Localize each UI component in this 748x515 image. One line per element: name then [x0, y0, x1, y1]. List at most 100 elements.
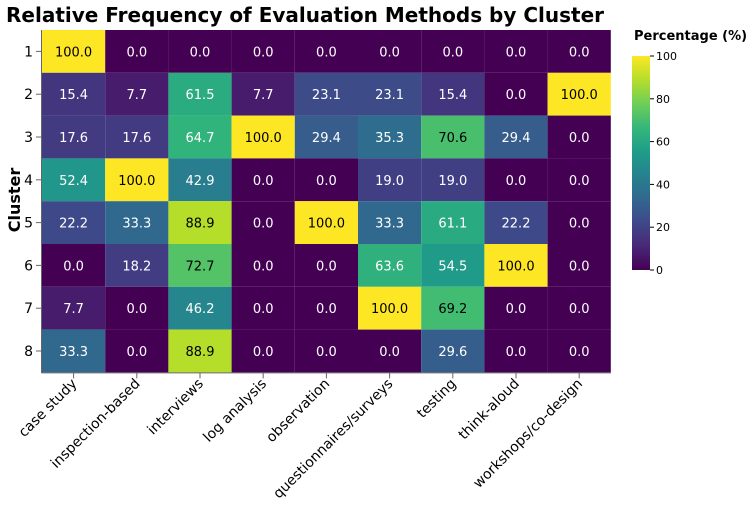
heatmap-cell [484, 329, 548, 373]
cell-value-label: 15.4 [59, 88, 88, 103]
cell-value-label: 0.0 [569, 131, 590, 146]
heatmap-cell [105, 72, 169, 116]
heatmap-cell [547, 329, 611, 373]
cell-value-label: 0.0 [126, 302, 147, 317]
heatmap-cell [231, 72, 295, 116]
heatmap-cell [547, 286, 611, 330]
cell-value-label: 0.0 [253, 259, 274, 274]
cell-value-label: 0.0 [379, 45, 400, 60]
cell-value-label: 0.0 [506, 88, 527, 103]
colorbar-legend: Percentage (%) 0 20 40 60 80 100 [632, 29, 747, 277]
heatmap-cell [547, 115, 611, 159]
heatmap-cell [484, 286, 548, 330]
heatmap-cell [105, 244, 169, 287]
x-tick-label: observation [263, 376, 333, 446]
cell-value-label: 0.0 [442, 45, 463, 60]
heatmap-cell [358, 72, 422, 116]
cell-value-label: 69.2 [438, 302, 467, 317]
heatmap-cell [358, 244, 422, 287]
heatmap-cell [421, 329, 485, 373]
x-tick-label: think-aloud [456, 376, 523, 443]
colorbar-tick-label: 100 [656, 50, 677, 63]
heatmap-cell [547, 201, 611, 244]
cell-value-label: 64.7 [186, 131, 215, 146]
y-tick-label: 3 [24, 130, 33, 146]
heatmap-cell [42, 244, 106, 287]
cell-value-label: 7.7 [253, 88, 274, 103]
heatmap-cell [294, 72, 358, 116]
cell-value-label: 35.3 [375, 131, 404, 146]
cell-value-label: 0.0 [506, 174, 527, 189]
heatmap-cell [168, 244, 232, 287]
heatmap-cell [231, 158, 295, 202]
heatmap-cell [294, 115, 358, 159]
heatmap-cell [294, 30, 358, 73]
heatmap-cell [42, 30, 106, 73]
cell-value-label: 17.6 [59, 131, 88, 146]
heatmap-cell [105, 115, 169, 159]
cell-value-label: 18.2 [122, 259, 151, 274]
cell-value-label: 33.3 [375, 217, 404, 232]
heatmap-cell [231, 286, 295, 330]
x-tick-label: questionnaires/surveys [270, 376, 396, 502]
heatmap-cell [484, 30, 548, 73]
cell-value-label: 0.0 [569, 259, 590, 274]
y-tick-label: 1 [24, 44, 33, 60]
cell-value-label: 23.1 [312, 88, 341, 103]
heatmap-cell [484, 115, 548, 159]
heatmap-cell [421, 244, 485, 287]
cell-value-label: 19.0 [375, 174, 404, 189]
cell-value-label: 72.7 [186, 259, 215, 274]
chart-title: Relative Frequency of Evaluation Methods… [6, 3, 604, 27]
heatmap-cell [358, 201, 422, 244]
heatmap-cell [358, 158, 422, 202]
cell-value-label: 22.2 [502, 217, 531, 232]
colorbar-tick-label: 40 [656, 178, 670, 191]
heatmap-cell [484, 72, 548, 116]
colorbar-tick-label: 80 [656, 93, 670, 106]
colorbar-tick-label: 60 [656, 136, 670, 149]
heatmap-cell [42, 201, 106, 244]
heatmap-cell [105, 30, 169, 73]
cell-value-label: 15.4 [438, 88, 467, 103]
cell-value-label: 54.5 [438, 259, 467, 274]
cell-value-label: 0.0 [316, 345, 337, 360]
cell-value-label: 0.0 [316, 302, 337, 317]
heatmap-cell [105, 286, 169, 330]
cell-value-label: 17.6 [122, 131, 151, 146]
y-tick-label: 8 [24, 344, 33, 360]
cell-value-label: 19.0 [438, 174, 467, 189]
y-tick-label: 2 [24, 87, 33, 103]
heatmap-cell [42, 329, 106, 373]
heatmap-cell [421, 115, 485, 159]
y-tick-label: 5 [24, 216, 33, 232]
heatmap-cell [547, 72, 611, 116]
heatmap-cell [484, 158, 548, 202]
cell-value-label: 0.0 [126, 345, 147, 360]
cell-value-label: 0.0 [63, 259, 84, 274]
heatmap-cell [168, 30, 232, 73]
x-tick-label: testing [414, 376, 460, 422]
cell-value-label: 61.5 [186, 88, 215, 103]
cell-value-label: 29.6 [438, 345, 467, 360]
cell-value-label: 7.7 [63, 302, 84, 317]
heatmap-cell [421, 201, 485, 244]
cell-value-label: 100.0 [497, 259, 534, 274]
y-tick-label: 6 [24, 258, 33, 274]
heatmap-cell [484, 244, 548, 287]
cell-value-label: 100.0 [55, 45, 92, 60]
cell-value-label: 0.0 [569, 174, 590, 189]
heatmap-cell [168, 158, 232, 202]
heatmap-cell [105, 158, 169, 202]
cell-value-label: 100.0 [308, 217, 345, 232]
heatmap-cell [42, 72, 106, 116]
cell-value-label: 0.0 [253, 345, 274, 360]
cell-value-label: 0.0 [253, 217, 274, 232]
heatmap-cell [358, 115, 422, 159]
heatmap-cell [42, 115, 106, 159]
cell-value-label: 0.0 [316, 259, 337, 274]
cell-value-label: 33.3 [122, 217, 151, 232]
heatmap-cell [231, 244, 295, 287]
cell-value-label: 0.0 [253, 45, 274, 60]
